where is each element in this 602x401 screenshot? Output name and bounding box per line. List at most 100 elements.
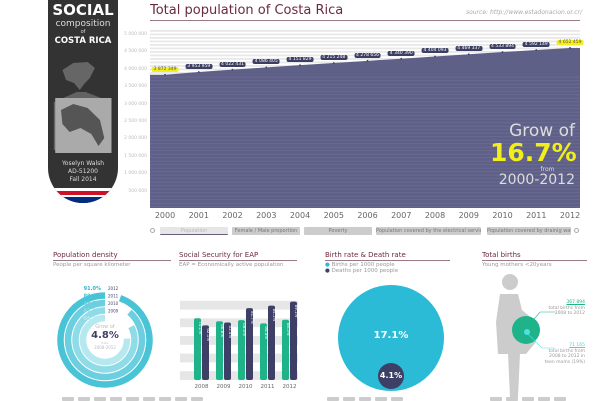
data-label: 4 340 390 [387, 50, 415, 56]
area-stripe [150, 160, 580, 162]
slider-next[interactable] [574, 228, 579, 233]
density-value-label: 88.7% [84, 301, 101, 307]
deaths-value: 4.1% [379, 371, 403, 380]
bar-2008-0[interactable] [194, 318, 201, 380]
density-title: Population density [53, 251, 118, 259]
bar-2009-0[interactable] [216, 321, 223, 380]
pager-button[interactable] [143, 397, 155, 401]
pager-button[interactable] [522, 397, 534, 401]
y-tick-label: 5 000 000 [124, 32, 147, 37]
ss-bar-chart: 70.1%62.1% 2008 66.8% 65.4% 2009 68.0%81.7% 20… [180, 300, 299, 390]
density-year-label: 2010 [108, 301, 119, 306]
bar-2008-1[interactable] [202, 325, 209, 380]
total-births-text: total births from 2008 to 2012 [548, 305, 585, 317]
data-point[interactable] [164, 73, 166, 76]
grid-stripe [150, 33, 580, 36]
data-point[interactable] [231, 68, 234, 71]
deaths-bubble [378, 363, 404, 389]
pager-button[interactable] [175, 397, 187, 401]
area-stripe [150, 202, 580, 204]
grow-value: 16.7% [490, 138, 577, 167]
tab-drainage[interactable]: Population covered by drainig water [487, 227, 571, 235]
pager-button[interactable] [159, 397, 171, 401]
area-stripe [150, 143, 580, 145]
y-tick-label: 4 000 000 [124, 66, 147, 72]
pager-button[interactable] [343, 397, 355, 401]
data-point[interactable] [265, 66, 268, 69]
tab-female-male[interactable]: Female / Male proportion [232, 227, 300, 235]
grow-label: Grow of [509, 121, 575, 141]
area-stripe [150, 132, 580, 134]
tab-population[interactable]: Population [160, 227, 228, 235]
area-stripe [150, 199, 580, 201]
area-stripe [150, 97, 580, 99]
y-tick-label: 1 500 000 [124, 153, 147, 159]
density-ring-2011[interactable] [57, 292, 153, 388]
pager-button[interactable] [391, 397, 403, 401]
density-ring-2010[interactable] [64, 299, 146, 381]
data-point[interactable] [332, 62, 335, 64]
area-stripe [150, 185, 580, 187]
data-point[interactable] [400, 57, 403, 60]
tab-electrical[interactable]: Population covered by the electrical ser… [376, 227, 481, 235]
density-year-label: 2009 [108, 309, 119, 314]
pager-button[interactable] [375, 397, 387, 401]
bar-2012-1[interactable] [290, 301, 297, 380]
area-stripe [150, 181, 580, 183]
pager-button[interactable] [506, 397, 518, 401]
data-point[interactable] [467, 53, 470, 56]
density-value-label: 89.9% [84, 294, 101, 300]
pager-button[interactable] [94, 397, 106, 401]
density-value-label: 86.2% [84, 316, 101, 322]
density-ring-2008[interactable] [79, 314, 131, 366]
pager-button[interactable] [490, 397, 502, 401]
data-point[interactable] [197, 71, 200, 73]
title-banner: SOCIAL composition of COSTA RICA Yoselyn… [48, 0, 118, 203]
density-year-label: 2012 [108, 286, 119, 291]
source-link[interactable]: source: http://www.estadonacion.or.cr/ [465, 9, 582, 16]
bar-2012-0[interactable] [282, 319, 289, 380]
pregnant-woman-icon [496, 274, 555, 397]
pager-button[interactable] [110, 397, 122, 401]
pager-button[interactable] [78, 397, 90, 401]
pager-button[interactable] [191, 397, 203, 401]
bar-2011-0[interactable] [260, 323, 267, 380]
data-point[interactable] [299, 64, 301, 67]
bar-2011-1[interactable] [268, 305, 275, 380]
pager-button[interactable] [327, 397, 339, 401]
data-label: 4 278 656 [354, 52, 381, 58]
pager-button[interactable] [127, 397, 139, 401]
area-stripe [150, 108, 580, 110]
tab-poverty[interactable]: Poverty [304, 227, 372, 235]
bar-2009-1[interactable] [224, 322, 231, 380]
area-stripe [150, 171, 580, 173]
data-point[interactable] [501, 51, 504, 53]
bar-value-label: 84.5% [272, 309, 277, 322]
bar-value-label: 66.8% [220, 324, 225, 337]
bar-value-label: 68.5% [286, 323, 291, 336]
pager-button[interactable] [62, 397, 74, 401]
x-tick-label: 2006 [357, 211, 378, 220]
density-range: 2008-2012 [94, 345, 116, 350]
area-stripe [150, 129, 580, 131]
x-tick-label: 2008 [424, 211, 446, 220]
bd-title: Birth rate & Death rate [325, 251, 406, 259]
density-ring-2009[interactable] [72, 307, 138, 373]
grid-stripe [150, 51, 580, 53]
x-tick-label: 2002 [222, 211, 243, 220]
pager-button[interactable] [359, 397, 371, 401]
data-point[interactable] [366, 59, 369, 62]
pager-button[interactable] [538, 397, 550, 401]
pager-button[interactable] [554, 397, 566, 401]
area-stripe [150, 206, 580, 208]
growth-callout: Grow of 16.7% from 2000-2012 [490, 121, 577, 188]
bar-2010-0[interactable] [238, 320, 245, 380]
data-point[interactable] [569, 47, 571, 49]
data-point[interactable] [434, 55, 436, 58]
density-value-label: 91.0% [84, 286, 101, 292]
slider-prev[interactable] [150, 228, 155, 233]
data-label: 3 953 959 [185, 63, 213, 69]
bar-2010-1[interactable] [246, 308, 253, 380]
data-point[interactable] [535, 49, 538, 51]
grid-stripe [150, 37, 580, 39]
